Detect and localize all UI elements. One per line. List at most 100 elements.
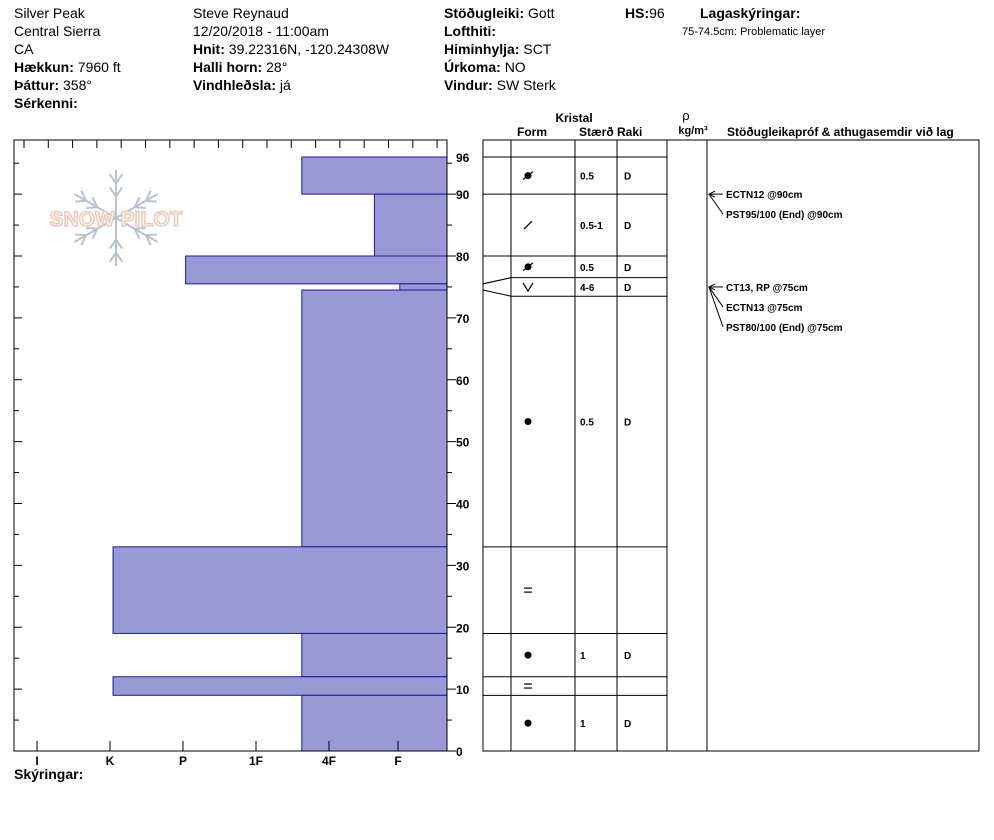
hardness-tick-label: 4F (322, 754, 336, 768)
hardness-bar-3 (399, 283, 448, 291)
grain-form-melt-freeze-crust-icon (524, 587, 532, 593)
hardness-bar-2 (185, 255, 448, 285)
grain-form-rounded-icon (524, 719, 532, 727)
layer-notes-label: Lagaskýringar: (700, 5, 801, 21)
layer-connector (482, 289, 512, 297)
aspect: Þáttur: 358° (14, 77, 92, 93)
grain-moisture: D (624, 418, 631, 429)
slope-angle: Halli horn: 28° (193, 59, 288, 75)
grain-form-melt-freeze-crust-icon (524, 683, 532, 689)
size-header: Stærð (579, 125, 614, 139)
grain-form-rounded-icon (524, 651, 532, 659)
grain-size: 1 (580, 719, 586, 730)
observation-datetime: 12/20/2018 - 11:00am (193, 23, 329, 39)
stability-test-label: ECTN12 @90cm (726, 190, 803, 201)
grain-size: 0.5 (580, 418, 594, 429)
grain-moisture: D (624, 651, 631, 662)
hardness-bar-0 (301, 156, 448, 195)
density-symbol: ρ (682, 108, 689, 123)
observer-name: Steve Reynaud (193, 5, 289, 21)
header-location-block: Silver Peak Central Sierra CA Hækkun: 79… (14, 4, 121, 112)
stability-tests: ECTN12 @90cm PST95/100 (End) @90cm CT13, R… (707, 190, 843, 334)
snow-height: HS:96 (625, 5, 665, 21)
wind: Vindur: SW Sterk (444, 77, 556, 93)
test-arrow-icon (707, 190, 716, 198)
grain-form-rounding-faceted-icon (522, 262, 534, 272)
grain-form-decomposing-icon (523, 220, 533, 230)
depth-tick-label: 0 (456, 745, 463, 759)
precipitation: Úrkoma: NO (444, 59, 526, 75)
depth-tick-label: 40 (456, 498, 470, 512)
test-leader (708, 193, 724, 215)
hardness-plot-frame (13, 139, 448, 752)
hardness-bar-1 (373, 193, 448, 257)
grain-moisture: D (624, 283, 631, 294)
crystal-header: Kristal (555, 111, 592, 125)
grain-moisture: D (624, 172, 631, 183)
hardness-bar-6 (301, 632, 448, 678)
grain-size: 0.5 (580, 172, 594, 183)
grain-size: 0.5 (580, 263, 594, 274)
density-unit: kg/m³ (678, 125, 708, 137)
grain-form-rounding-faceted-icon (522, 171, 534, 181)
grain-size: 4-6 (580, 283, 595, 294)
hardness-tick-label: P (179, 754, 187, 768)
moisture-header: Raki (617, 125, 642, 139)
hardness-tick-label: 1F (249, 754, 263, 768)
grain-moisture: D (624, 263, 631, 274)
hardness-bar-7 (112, 676, 448, 696)
hardness-bar-8 (301, 694, 448, 752)
hardness-tick-label: I (35, 754, 38, 768)
hardness-bar-5 (112, 546, 448, 634)
wind-loading: Vindhleðsla: já (193, 77, 291, 93)
depth-axis: 0 10 20 30 40 50 60 70 80 90 96 (14, 151, 470, 759)
depth-tick-label: 70 (456, 312, 470, 326)
depth-tick-label: 20 (456, 621, 470, 635)
state: CA (14, 41, 34, 57)
coordinates: Hnit: 39.22316N, -120.24308W (193, 41, 390, 57)
depth-tick-label: 90 (456, 188, 470, 202)
crystal-table-columns (510, 140, 708, 751)
test-leader (708, 286, 724, 308)
depth-tick-label: 30 (456, 559, 470, 573)
depth-tick-label: 60 (456, 374, 470, 388)
stability-test-label: ECTN13 @75cm (726, 303, 803, 314)
mountain-range: Central Sierra (14, 23, 101, 39)
hardness-tick-label: F (394, 754, 401, 768)
elevation: Hækkun: 7960 ft (14, 59, 121, 75)
grain-size: 0.5-1 (580, 221, 603, 232)
grain-size: 1 (580, 651, 586, 662)
tests-header: Stöðugleikapróf & athugasemdir við lag (727, 125, 954, 139)
air-temperature: Lofthiti: (444, 23, 497, 39)
depth-tick-label: 50 (456, 436, 470, 450)
header-conditions-block: Stöðugleiki: Gott Lofthiti: Himinhylja: … (444, 4, 556, 94)
specifics: Sérkenni: (14, 95, 78, 111)
stability-test-label: PST95/100 (End) @90cm (726, 210, 843, 221)
hardness-bar-4 (301, 289, 448, 548)
grain-moisture: D (624, 221, 631, 232)
crystal-table-frame (482, 139, 980, 752)
depth-tick-label: 80 (456, 250, 470, 264)
grain-form-depth-hoar-icon (522, 282, 534, 293)
notes-label: Skýringar: (14, 766, 84, 782)
form-header: Form (517, 125, 547, 139)
stability-test-label: CT13, RP @75cm (726, 283, 808, 294)
layer-note: 75-74.5cm: Problematic layer (682, 26, 826, 38)
grain-layers: 0.5 D 0.5-1 D 0.5 D 4-6 D 0.5 D 1 D 1 D (482, 156, 667, 730)
grain-form-rounded-icon (524, 418, 532, 426)
grain-moisture: D (624, 719, 631, 730)
depth-tick-label: 10 (456, 683, 470, 697)
hardness-tick-label: K (106, 754, 115, 768)
hardness-axis: I K P 1F 4F F (23, 140, 438, 768)
logo-text: SNOW PILOT (50, 208, 183, 231)
snowpilot-logo: SNOW PILOT (49, 170, 183, 266)
test-arrow-icon (707, 283, 716, 291)
stability-test-label: PST80/100 (End) @75cm (726, 323, 843, 334)
hardness-plot (112, 156, 448, 752)
sky-cover: Himinhylja: SCT (444, 41, 552, 57)
location-name: Silver Peak (14, 5, 85, 21)
header-observer-block: Steve Reynaud 12/20/2018 - 11:00am Hnit:… (193, 4, 389, 94)
layer-connector (482, 277, 512, 285)
stability: Stöðugleiki: Gott (444, 5, 555, 21)
